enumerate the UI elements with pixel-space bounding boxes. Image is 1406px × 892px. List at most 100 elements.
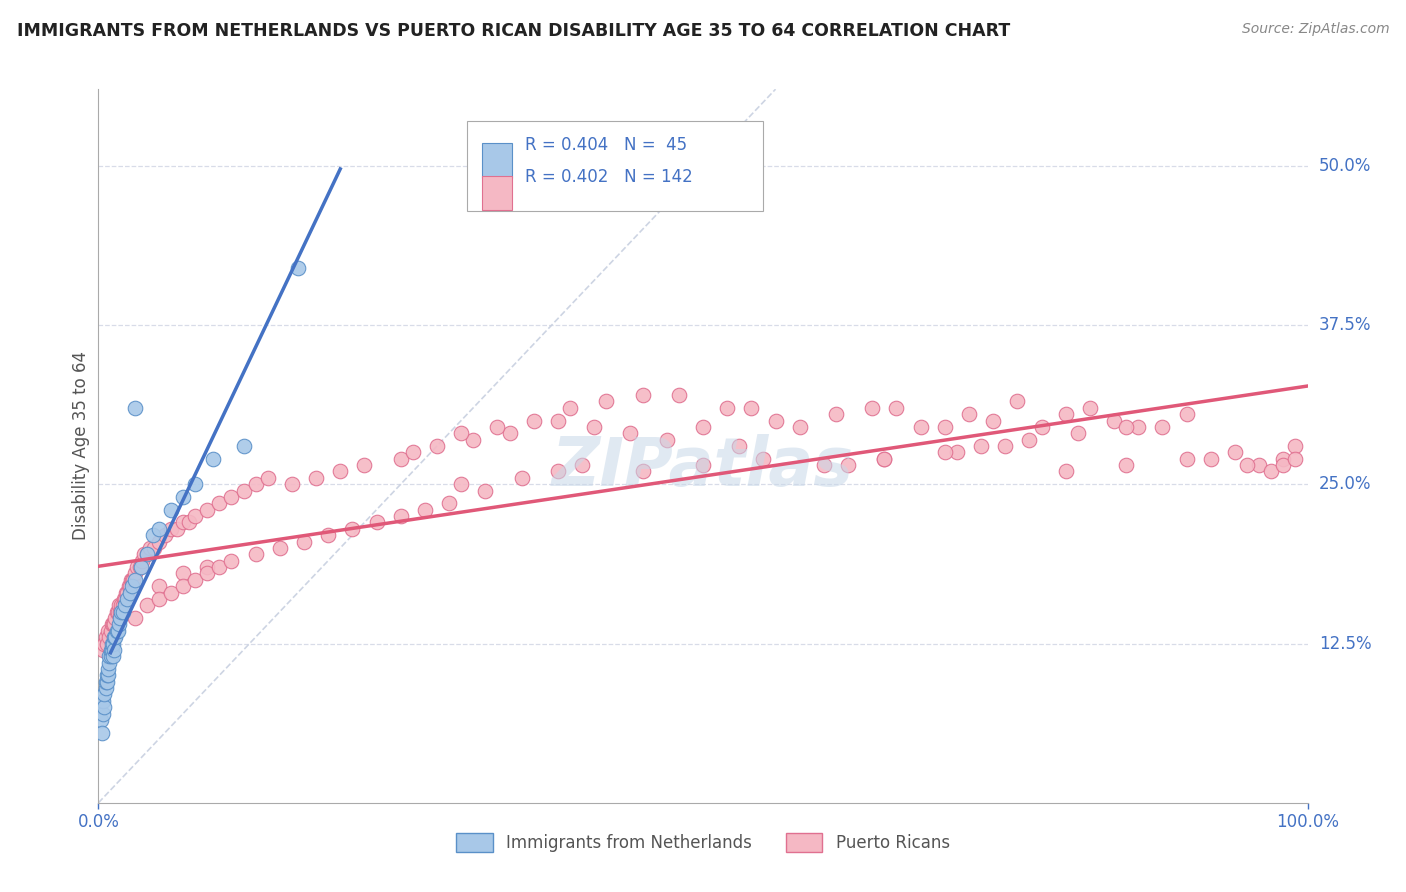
Point — [1236, 458, 1258, 472]
Point — [970, 439, 993, 453]
Point — [728, 439, 751, 453]
Point — [100, 643, 122, 657]
Point — [111, 599, 134, 613]
Point — [143, 541, 166, 555]
FancyBboxPatch shape — [467, 121, 763, 211]
Point — [957, 407, 980, 421]
Point — [93, 636, 115, 650]
Point — [160, 502, 183, 516]
Point — [121, 573, 143, 587]
Point — [121, 579, 143, 593]
Point — [118, 579, 141, 593]
Point — [668, 388, 690, 402]
Point — [1175, 407, 1198, 421]
Point — [202, 451, 225, 466]
Text: R = 0.402   N = 142: R = 0.402 N = 142 — [526, 168, 693, 186]
Point — [118, 579, 141, 593]
Y-axis label: Disability Age 35 to 64: Disability Age 35 to 64 — [72, 351, 90, 541]
Text: 12.5%: 12.5% — [1319, 634, 1371, 653]
Point — [184, 509, 207, 524]
Point — [873, 451, 896, 466]
Point — [94, 630, 117, 644]
Point — [329, 465, 352, 479]
Point — [195, 566, 218, 581]
Point — [1031, 420, 1053, 434]
Point — [1018, 433, 1040, 447]
Point — [910, 420, 932, 434]
Point — [1249, 458, 1271, 472]
Point — [305, 471, 328, 485]
Point — [105, 605, 128, 619]
Point — [245, 477, 267, 491]
Point — [120, 573, 142, 587]
Point — [108, 611, 131, 625]
Point — [316, 528, 339, 542]
Point — [486, 420, 509, 434]
Point — [232, 439, 254, 453]
Point — [716, 401, 738, 415]
Point — [1272, 458, 1295, 472]
Point — [245, 547, 267, 561]
Point — [1067, 426, 1090, 441]
Point — [389, 509, 412, 524]
Point — [463, 433, 485, 447]
Text: IMMIGRANTS FROM NETHERLANDS VS PUERTO RICAN DISABILITY AGE 35 TO 64 CORRELATION : IMMIGRANTS FROM NETHERLANDS VS PUERTO RI… — [17, 22, 1010, 40]
Point — [153, 528, 176, 542]
Point — [342, 522, 364, 536]
Point — [148, 591, 170, 606]
Point — [208, 560, 231, 574]
FancyBboxPatch shape — [482, 176, 512, 210]
Point — [860, 401, 883, 415]
Point — [981, 413, 1004, 427]
Point — [547, 465, 569, 479]
Point — [98, 649, 121, 664]
Point — [103, 630, 125, 644]
Point — [389, 451, 412, 466]
Point — [107, 624, 129, 638]
Point — [100, 636, 122, 650]
Point — [184, 477, 207, 491]
Point — [114, 591, 136, 606]
Point — [752, 451, 775, 466]
Point — [148, 534, 170, 549]
Point — [101, 649, 124, 664]
Point — [110, 605, 132, 619]
Point — [91, 725, 114, 739]
Point — [111, 605, 134, 619]
Point — [269, 541, 291, 555]
Point — [1115, 420, 1137, 434]
Point — [934, 420, 956, 434]
Point — [134, 547, 156, 561]
Point — [583, 420, 606, 434]
Point — [256, 471, 278, 485]
Point — [172, 566, 194, 581]
Point — [172, 490, 194, 504]
Text: 25.0%: 25.0% — [1319, 475, 1371, 493]
Point — [498, 426, 520, 441]
Point — [292, 534, 315, 549]
Point — [103, 617, 125, 632]
Point — [127, 560, 149, 574]
Text: Source: ZipAtlas.com: Source: ZipAtlas.com — [1241, 22, 1389, 37]
Point — [107, 605, 129, 619]
Point — [94, 674, 117, 689]
Point — [1223, 445, 1246, 459]
Point — [631, 388, 654, 402]
Point — [1152, 420, 1174, 434]
Point — [195, 502, 218, 516]
Point — [208, 496, 231, 510]
Point — [571, 458, 593, 472]
Point — [450, 426, 472, 441]
Point — [1175, 451, 1198, 466]
Point — [195, 560, 218, 574]
Point — [450, 477, 472, 491]
Point — [100, 643, 122, 657]
Point — [873, 451, 896, 466]
Point — [692, 420, 714, 434]
Point — [1078, 401, 1101, 415]
Point — [281, 477, 304, 491]
Point — [160, 522, 183, 536]
Point — [108, 617, 131, 632]
Point — [287, 260, 309, 275]
Point — [946, 445, 969, 459]
